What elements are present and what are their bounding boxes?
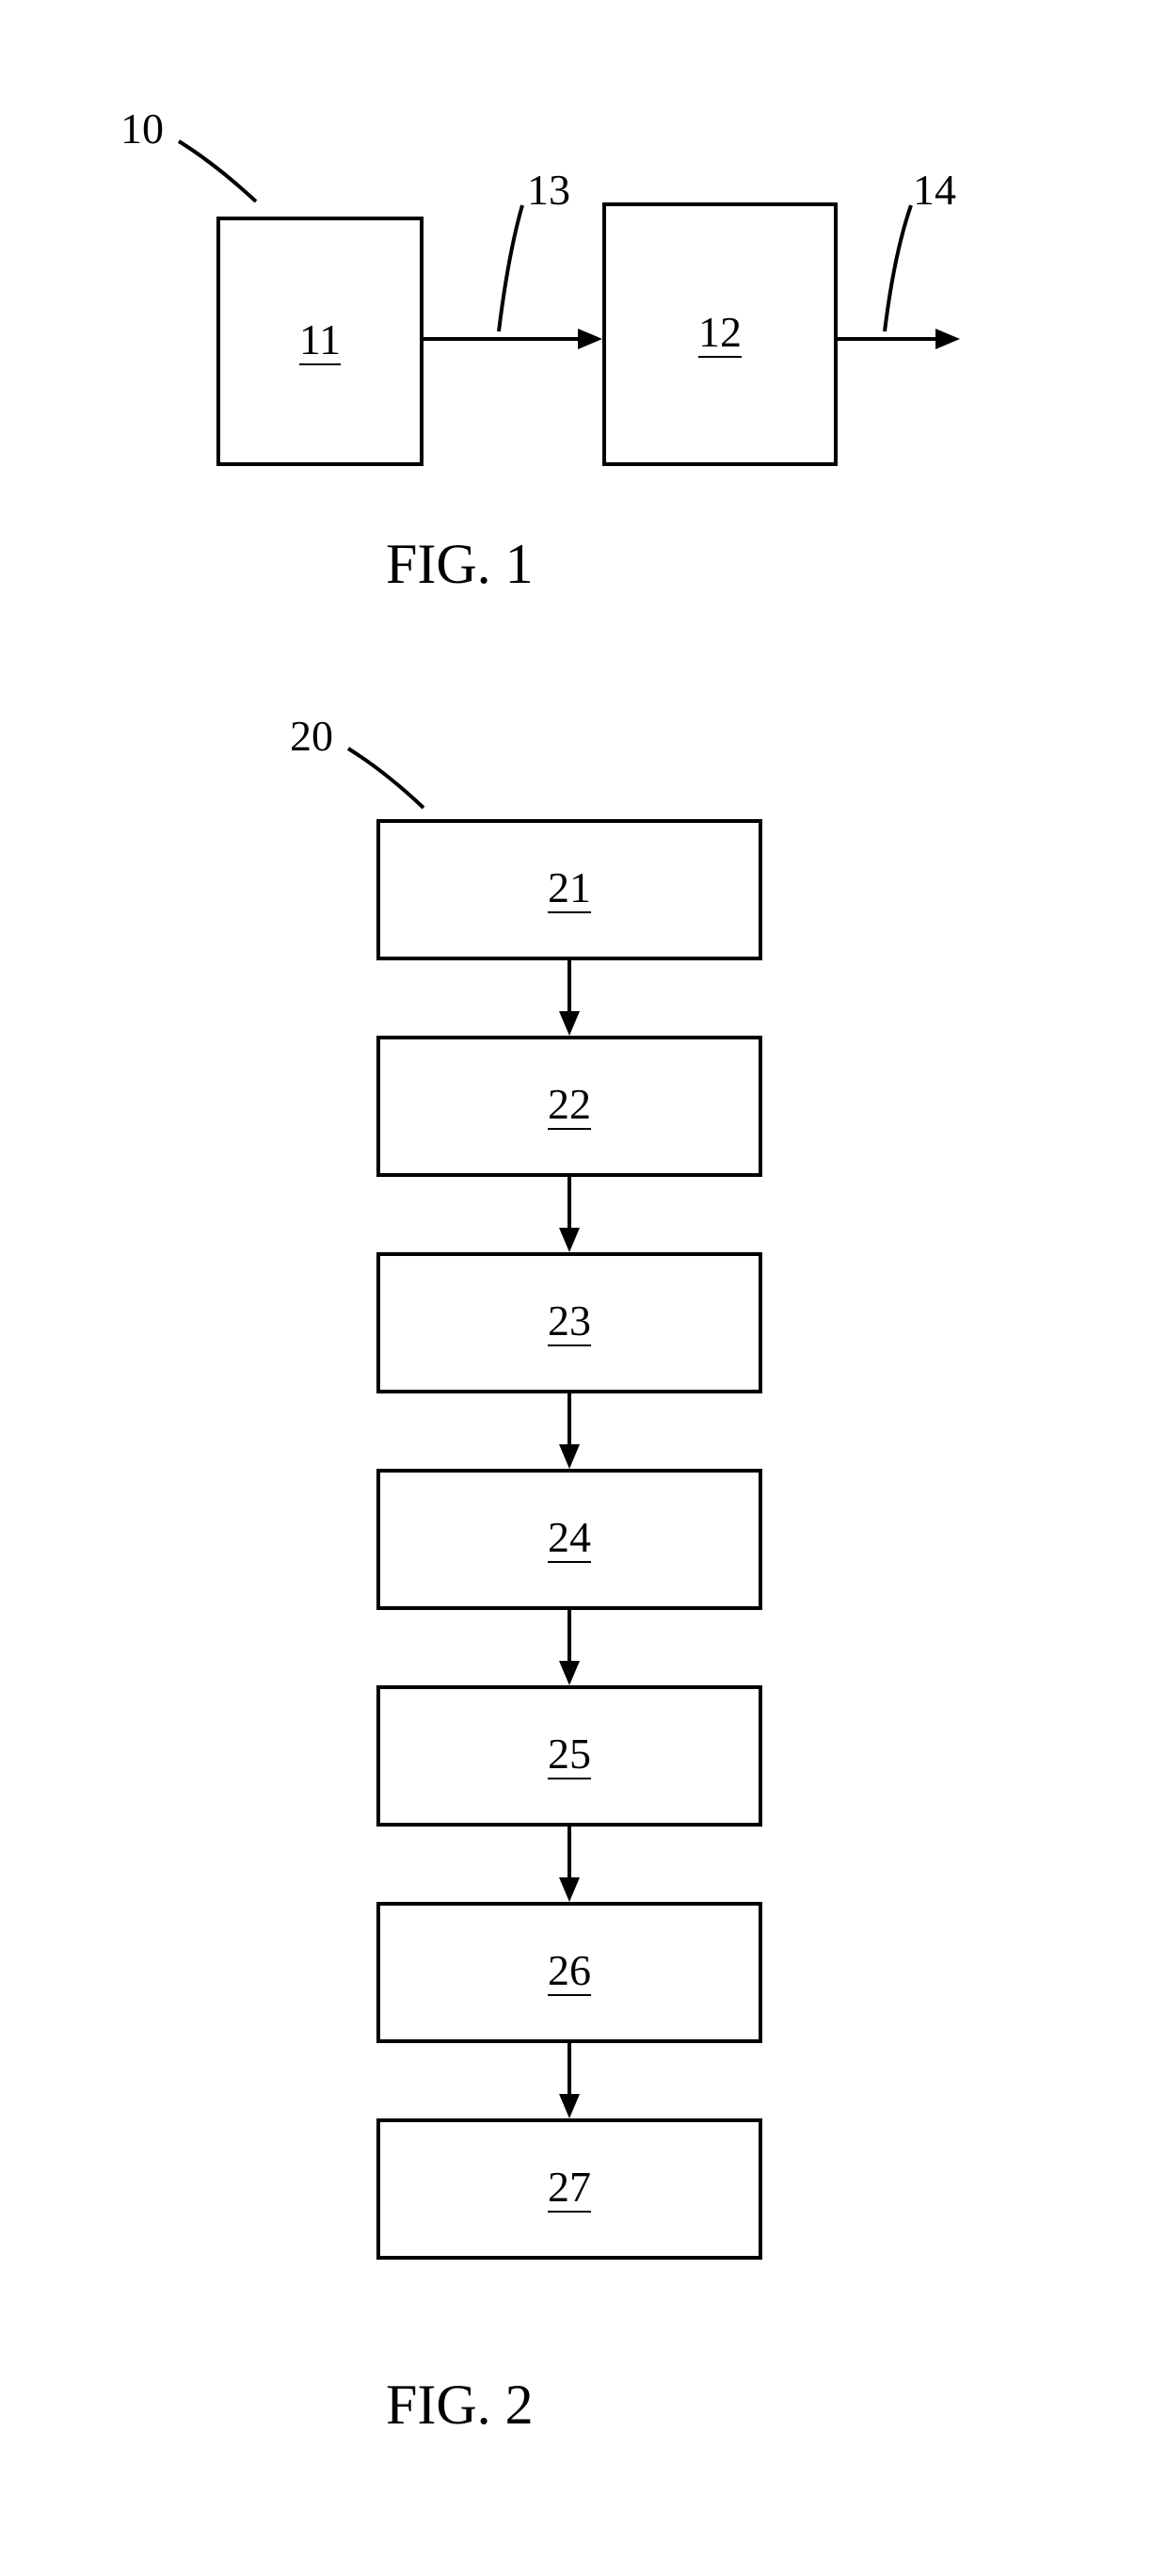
fig1-box-11: 11 bbox=[216, 217, 424, 466]
fig2-box-21-label: 21 bbox=[548, 866, 591, 913]
fig2-box-24: 24 bbox=[376, 1469, 762, 1610]
fig1-overlay bbox=[0, 0, 1167, 659]
fig2-box-23: 23 bbox=[376, 1252, 762, 1393]
fig2-box-25-label: 25 bbox=[548, 1732, 591, 1779]
fig1-box-12: 12 bbox=[602, 202, 838, 466]
fig2-caption: FIG. 2 bbox=[386, 2373, 534, 2438]
fig2-box-26-label: 26 bbox=[548, 1949, 591, 1996]
fig1-callout-14: 14 bbox=[913, 165, 956, 215]
fig1-caption: FIG. 1 bbox=[386, 532, 534, 597]
fig2-box-27-label: 27 bbox=[548, 2165, 591, 2213]
fig2-box-21: 21 bbox=[376, 819, 762, 960]
fig1-box-11-label: 11 bbox=[299, 318, 341, 365]
fig2-box-27: 27 bbox=[376, 2118, 762, 2260]
fig2-box-22-label: 22 bbox=[548, 1083, 591, 1130]
fig2-ref-label: 20 bbox=[290, 711, 333, 761]
fig2-box-25: 25 bbox=[376, 1685, 762, 1827]
fig2-box-26: 26 bbox=[376, 1902, 762, 2043]
fig2-box-23-label: 23 bbox=[548, 1299, 591, 1346]
fig2-box-22: 22 bbox=[376, 1036, 762, 1177]
fig1-ref-label: 10 bbox=[120, 104, 164, 153]
fig1-box-12-label: 12 bbox=[698, 311, 742, 358]
fig1-callout-13: 13 bbox=[527, 165, 570, 215]
fig2-box-24-label: 24 bbox=[548, 1516, 591, 1563]
